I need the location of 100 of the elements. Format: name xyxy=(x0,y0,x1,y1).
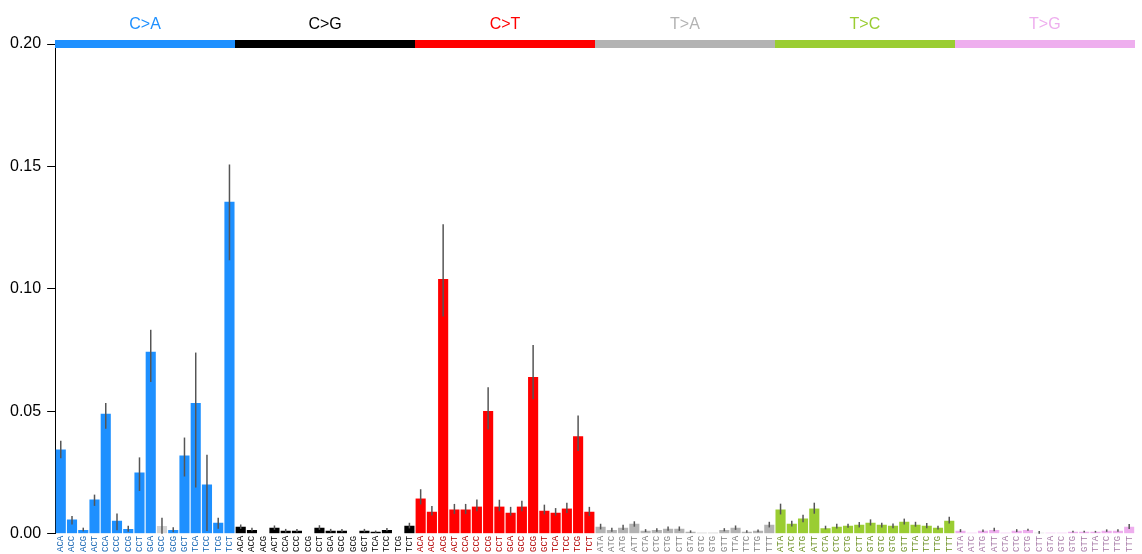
x-tick-label: ACC xyxy=(247,535,258,552)
x-tick-label: GTT xyxy=(1079,535,1090,552)
x-tick-label: ACG xyxy=(258,535,269,552)
x-tick-label: GTT xyxy=(899,535,910,552)
y-tick-label: 0.05 xyxy=(10,401,42,419)
x-tick-label: TCG xyxy=(213,535,224,552)
x-tick-label: ACG xyxy=(78,535,89,552)
text: T>C xyxy=(848,14,882,34)
x-tick-label: ACA xyxy=(416,535,427,552)
x-tick-label: CCA xyxy=(461,535,472,552)
x-tick-label: TTC xyxy=(922,535,933,552)
x-tick-label: CTG xyxy=(843,535,854,552)
x-tick-label: ACC xyxy=(67,535,78,552)
x-tick-label: GTA xyxy=(1045,535,1056,552)
text: C>A xyxy=(128,14,162,34)
text: C>G xyxy=(307,14,343,34)
x-tick-label: ATT xyxy=(809,535,820,552)
x-tick-label: GTC xyxy=(697,535,708,552)
x-tick-label: TCC xyxy=(562,535,573,552)
x-tick-label: ATA xyxy=(775,535,786,552)
x-tick-label: TTA xyxy=(730,535,741,552)
x-tick-label: GCC xyxy=(337,535,348,552)
x-tick-label: ACA xyxy=(56,535,67,552)
x-tick-label: TTA xyxy=(1090,535,1101,552)
x-tick-label: GCA xyxy=(146,535,157,552)
x-tick-label: ATC xyxy=(787,535,798,552)
x-tick-label: TCA xyxy=(551,535,561,552)
x-tick-label: GTG xyxy=(888,535,899,552)
x-tick-label: TTT xyxy=(944,535,955,552)
x-tick-label: CCC xyxy=(112,535,123,552)
x-tick-label: TTC xyxy=(1102,535,1113,552)
x-tick-label: ATG xyxy=(978,535,989,552)
x-tick-label: ATC xyxy=(967,535,978,552)
x-tick-label: GTC xyxy=(1057,535,1068,552)
y-tick-label: 0.10 xyxy=(10,279,42,297)
x-tick-label: GCG xyxy=(528,535,539,552)
x-tick-label: TCG xyxy=(393,535,404,552)
x-tick-label: GTA xyxy=(685,535,696,552)
x-tick-label: ACG xyxy=(438,535,449,552)
text: C>T xyxy=(488,14,522,34)
x-tick-label: TTG xyxy=(753,535,764,552)
x-tick-label: CTG xyxy=(663,535,674,552)
x-tick-label: CTG xyxy=(1023,535,1034,552)
x-tick-label: TCA xyxy=(191,535,202,552)
x-tick-label: ATA xyxy=(955,535,966,552)
x-tick-label: CCT xyxy=(494,535,505,552)
x-tick-label: CTT xyxy=(674,535,685,552)
x-tick-label: CTT xyxy=(854,535,865,552)
x-tick-label: ACC xyxy=(427,535,438,552)
x-tick-label: TCA xyxy=(371,535,382,552)
x-tick-label: ATG xyxy=(798,535,809,552)
x-tick-label: ATG xyxy=(618,535,629,552)
x-tick-label: TTG xyxy=(1113,535,1124,552)
x-tick-label: TTT xyxy=(764,535,775,552)
x-tick-label: ACT xyxy=(89,535,100,552)
x-tick-label: GTA xyxy=(865,535,876,552)
x-tick-label: TCT xyxy=(404,535,415,552)
x-tick-label: GCA xyxy=(506,535,517,552)
x-tick-label: TCC xyxy=(202,535,213,552)
x-tick-label: GTC xyxy=(877,535,888,552)
x-tick-label: CCG xyxy=(303,535,314,552)
x-tick-label: ATT xyxy=(989,535,1000,552)
x-tick-label: ACT xyxy=(269,535,280,552)
x-tick-label: CTT xyxy=(1034,535,1045,552)
x-tick-label: ACT xyxy=(449,535,460,552)
x-tick-label: CCT xyxy=(134,535,145,552)
x-tick-label: ATT xyxy=(629,535,640,552)
x-tick-label: CCA xyxy=(101,535,112,552)
y-tick-label: 0.15 xyxy=(10,156,42,174)
y-tick-label: 0.00 xyxy=(10,524,42,542)
x-tick-label: GCC xyxy=(517,535,528,552)
x-tick-label: CTA xyxy=(1000,535,1011,552)
x-tick-label: TTG xyxy=(933,535,944,552)
x-tick-label: GCG xyxy=(348,535,359,552)
text: T>G xyxy=(1028,14,1062,34)
x-tick-label: CTA xyxy=(820,535,831,552)
x-tick-label: GTG xyxy=(708,535,719,552)
x-tick-label: TCT xyxy=(224,535,235,552)
x-tick-label: TCG xyxy=(573,535,584,552)
x-tick-label: CTC xyxy=(832,535,843,552)
x-tick-label: CCA xyxy=(281,535,292,552)
x-tick-label: ACA xyxy=(236,535,247,552)
x-tick-label: ATC xyxy=(607,535,618,552)
x-tick-label: TCT xyxy=(584,535,595,552)
x-tick-label: GCT xyxy=(179,535,190,552)
y-tick-label: 0.20 xyxy=(10,34,42,52)
x-tick-label: GCC xyxy=(157,535,168,552)
x-tick-label: TTT xyxy=(1124,535,1135,552)
x-tick-label: GCG xyxy=(168,535,179,552)
x-tick-label: TTA xyxy=(910,535,921,552)
x-tick-label: CTC xyxy=(652,535,663,552)
x-tick-label: GTG xyxy=(1068,535,1079,552)
text: T>A xyxy=(669,14,701,34)
x-tick-label: CTC xyxy=(1012,535,1023,552)
x-tick-label: GCT xyxy=(359,535,370,552)
x-tick-label: GCT xyxy=(539,535,550,552)
x-tick-label: CCG xyxy=(483,535,494,552)
x-tick-label: TCC xyxy=(382,535,393,552)
x-tick-label: ATA xyxy=(595,535,606,552)
x-tick-label: GCA xyxy=(326,535,337,552)
